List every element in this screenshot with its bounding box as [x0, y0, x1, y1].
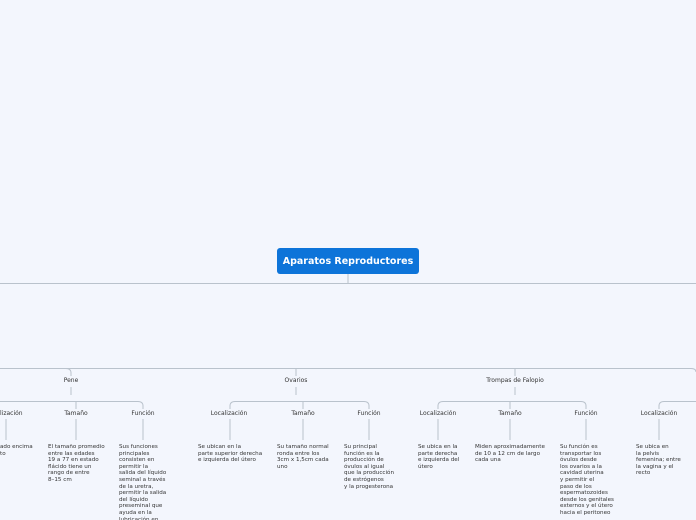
trompas-subtopic-funcion[interactable]: Función	[574, 410, 598, 417]
pene-note-funcion[interactable]: Sus funciones principales consisten en p…	[119, 444, 167, 520]
ovarios-note-localizacion[interactable]: Se ubican en la parte superior derecha e…	[198, 444, 263, 464]
trompas-note-funcion[interactable]: Su función es transportar los óvulos des…	[560, 444, 614, 516]
ovarios-note-tamano[interactable]: Su tamaño normal ronda entre los 3cm x 1…	[277, 444, 329, 470]
topic-ovarios[interactable]: Ovarios	[284, 377, 308, 384]
pene-subtopic-localizacion[interactable]: lización	[0, 410, 23, 417]
pene-note-tamano[interactable]: El tamaño promedio entre las edades 19 a…	[48, 444, 105, 483]
next-link-bar	[658, 401, 696, 409]
trompas-note-tamano[interactable]: Miden aproximadamente de 10 a 12 cm de l…	[475, 444, 545, 464]
ovarios-subtopic-funcion[interactable]: Función	[357, 410, 381, 417]
pene-note-localizacion[interactable]: ado encima to	[0, 444, 33, 457]
topic-link-ovarios	[230, 368, 696, 373]
topic-trompas-de-falopio[interactable]: Trompas de Falopio	[486, 377, 544, 384]
root-topic-node[interactable]: Aparatos Reproductores	[277, 248, 419, 274]
ovarios-note-funcion[interactable]: Su principal función es la producción de…	[344, 444, 394, 490]
topic-link-bar	[0, 368, 72, 376]
ovarios-subtopic-tamano[interactable]: Tamaño	[291, 410, 315, 417]
trompas-link-bar	[437, 401, 587, 409]
trompas-subtopic-tamano[interactable]: Tamaño	[498, 410, 522, 417]
pene-link-bar	[0, 401, 144, 409]
pene-subtopic-funcion[interactable]: Función	[131, 410, 155, 417]
next-subtopic-localizacion[interactable]: Localización	[640, 410, 678, 417]
ovarios-subtopic-localizacion[interactable]: Localización	[210, 410, 248, 417]
trompas-subtopic-localizacion[interactable]: Localización	[419, 410, 457, 417]
ovarios-link-bar	[229, 401, 370, 409]
topic-pene[interactable]: Pene	[63, 377, 79, 384]
trompas-note-localizacion[interactable]: Se ubica en la parte derecha e izquierda…	[418, 444, 460, 470]
pene-subtopic-tamano[interactable]: Tamaño	[64, 410, 88, 417]
next-note-localizacion[interactable]: Se ubica en la pelvis femenina; entre la…	[636, 444, 681, 477]
